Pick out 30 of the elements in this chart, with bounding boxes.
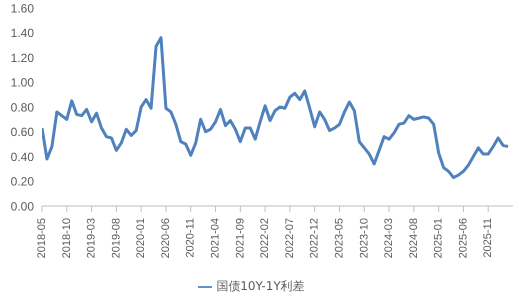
x-tick-label: 2019-03 [86,218,98,258]
x-tick-label: 2023-10 [358,218,370,258]
x-tick-label: 2022-07 [284,218,296,258]
x-tick-label: 2025-01 [432,218,445,258]
x-tick-label: 2021-09 [234,218,246,258]
y-tick-label: 0.20 [10,174,34,189]
x-tick-label: 2025-11 [482,218,494,258]
y-tick-label: 0.60 [10,125,34,140]
x-tick-label: 2023-05 [333,218,346,258]
x-tick-label: 2018-10 [60,218,73,258]
x-tick-label: 2022-12 [308,218,321,258]
y-tick-label: 1.60 [10,1,34,16]
y-tick-label: 0.00 [10,199,34,214]
x-tick-label: 2018-05 [36,218,48,258]
x-tick-label: 2020-01 [135,218,148,258]
x-tick-label: 2020-11 [184,218,197,258]
x-tick-label: 2024-08 [408,218,420,258]
y-tick-label: 0.40 [10,150,34,164]
x-tick-label: 2020-06 [160,218,172,258]
y-tick-label: 1.00 [10,76,34,90]
x-tick-label: 2024-03 [383,218,396,258]
x-tick-label: 2025-06 [457,218,470,258]
legend-label: 国债10Y-1Y利差 [216,279,305,293]
line-series [42,36,510,180]
x-tick-label: 2019-08 [110,218,122,258]
x-tick-label: 2021-04 [210,218,222,258]
y-tick-label: 1.20 [10,50,34,65]
y-tick-label: 1.40 [10,26,34,40]
x-tick-label: 2022-02 [259,218,272,258]
y-tick-label: 0.80 [10,100,34,114]
